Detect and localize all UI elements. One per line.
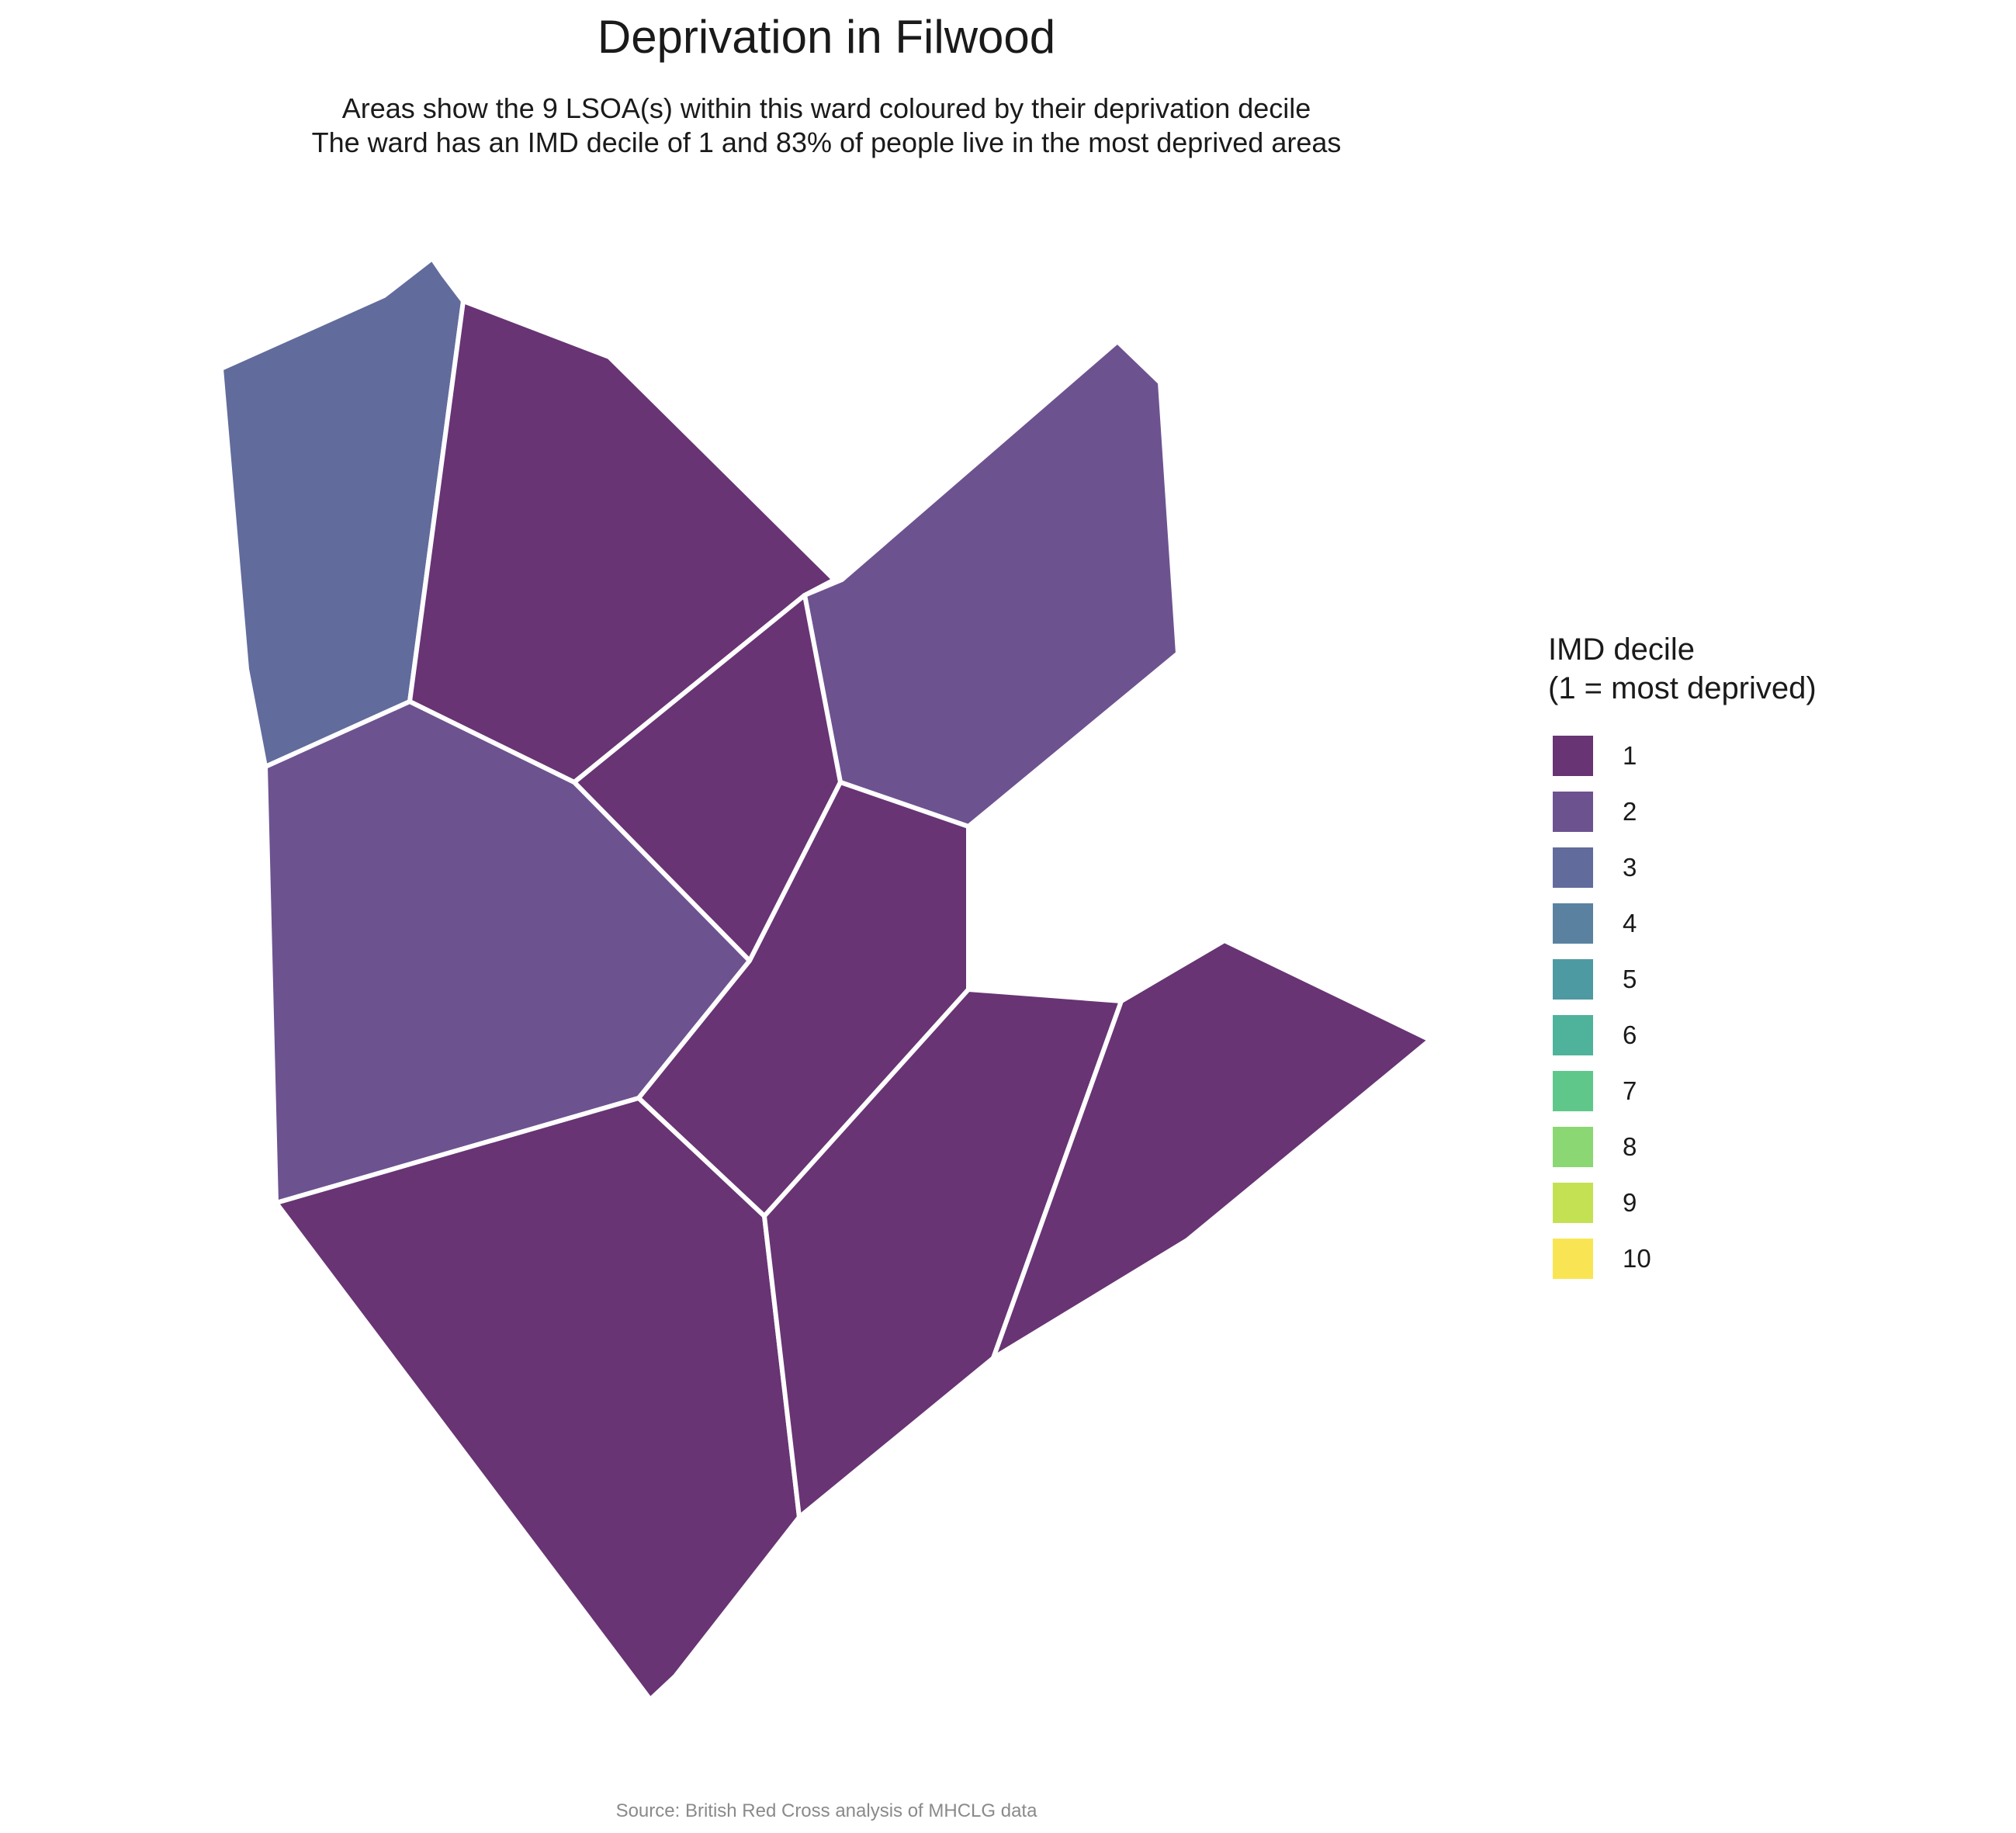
legend-label-5: 5 — [1623, 965, 1637, 993]
map-subtitle: Areas show the 9 LSOA(s) within this war… — [0, 92, 1653, 160]
legend: IMD decile (1 = most deprived) 1 2 3 4 5… — [1548, 630, 1952, 1287]
subtitle-line-2: The ward has an IMD decile of 1 and 83% … — [311, 126, 1342, 158]
legend-swatch-1 — [1553, 736, 1593, 776]
legend-label-2: 2 — [1623, 797, 1637, 826]
lsoa-area-g[interactable] — [274, 1096, 802, 1702]
legend-swatch-10 — [1553, 1239, 1593, 1279]
legend-item-1: 1 — [1548, 728, 1952, 784]
legend-item-10: 10 — [1548, 1231, 1952, 1287]
legend-item-8: 8 — [1548, 1119, 1952, 1175]
legend-title-line-1: IMD decile — [1548, 632, 1695, 667]
legend-title: IMD decile (1 = most deprived) — [1548, 630, 1952, 708]
source-caption: Source: British Red Cross analysis of MH… — [615, 1800, 1037, 1821]
legend-label-8: 8 — [1623, 1132, 1637, 1161]
legend-item-6: 6 — [1548, 1007, 1952, 1063]
legend-items: 1 2 3 4 5 6 7 8 — [1548, 728, 1952, 1287]
legend-label-9: 9 — [1623, 1188, 1637, 1217]
legend-label-3: 3 — [1623, 853, 1637, 882]
legend-item-9: 9 — [1548, 1175, 1952, 1231]
legend-label-7: 7 — [1623, 1076, 1637, 1105]
legend-item-7: 7 — [1548, 1063, 1952, 1119]
legend-swatch-2 — [1553, 792, 1593, 832]
legend-label-1: 1 — [1623, 741, 1637, 770]
legend-swatch-7 — [1553, 1071, 1593, 1111]
legend-item-2: 2 — [1548, 784, 1952, 840]
subtitle-line-1: Areas show the 9 LSOA(s) within this war… — [341, 92, 1311, 124]
lsoa-area-c[interactable] — [802, 339, 1180, 829]
legend-swatch-8 — [1553, 1127, 1593, 1167]
legend-swatch-4 — [1553, 903, 1593, 944]
legend-item-3: 3 — [1548, 840, 1952, 896]
legend-swatch-6 — [1553, 1015, 1593, 1055]
legend-swatch-3 — [1553, 847, 1593, 888]
legend-title-line-2: (1 = most deprived) — [1548, 671, 1817, 705]
legend-item-4: 4 — [1548, 896, 1952, 951]
legend-label-10: 10 — [1623, 1244, 1651, 1273]
map-title: Deprivation in Filwood — [597, 11, 1056, 63]
legend-label-4: 4 — [1623, 909, 1637, 937]
legend-swatch-9 — [1553, 1183, 1593, 1223]
legend-swatch-5 — [1553, 959, 1593, 1000]
legend-item-5: 5 — [1548, 951, 1952, 1007]
legend-label-6: 6 — [1623, 1020, 1637, 1049]
lsoa-area-i[interactable] — [991, 938, 1432, 1360]
